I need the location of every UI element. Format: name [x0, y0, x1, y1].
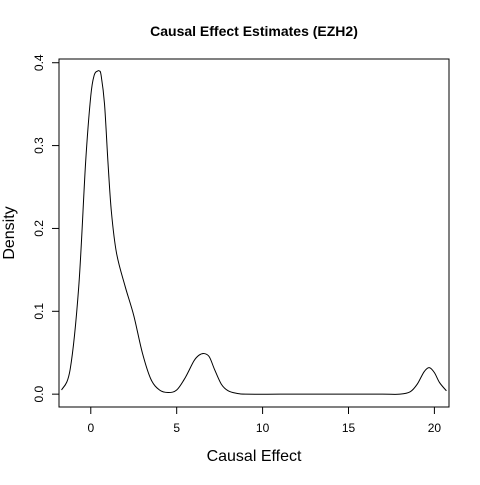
y-tick-label: 0.1 [32, 303, 46, 320]
chart-title: Causal Effect Estimates (EZH2) [150, 23, 358, 39]
x-tick-label: 5 [173, 421, 180, 435]
x-tick-label: 20 [428, 421, 442, 435]
x-tick-label: 0 [87, 421, 94, 435]
y-axis: 0.0 0.1 0.2 0.3 0.4 [32, 54, 60, 403]
x-tick-label: 15 [342, 421, 356, 435]
density-curve [61, 69, 447, 395]
x-tick-label: 10 [256, 421, 270, 435]
y-tick-label: 0.4 [32, 54, 46, 71]
x-axis: 0 5 10 15 20 [87, 406, 442, 435]
y-axis-label: Density [1, 206, 18, 259]
plot-frame [58, 58, 450, 408]
y-tick-label: 0.3 [32, 137, 46, 154]
y-tick-label: 0.2 [32, 220, 46, 237]
x-axis-label: Causal Effect [207, 448, 302, 465]
y-tick-label: 0.0 [32, 385, 46, 402]
